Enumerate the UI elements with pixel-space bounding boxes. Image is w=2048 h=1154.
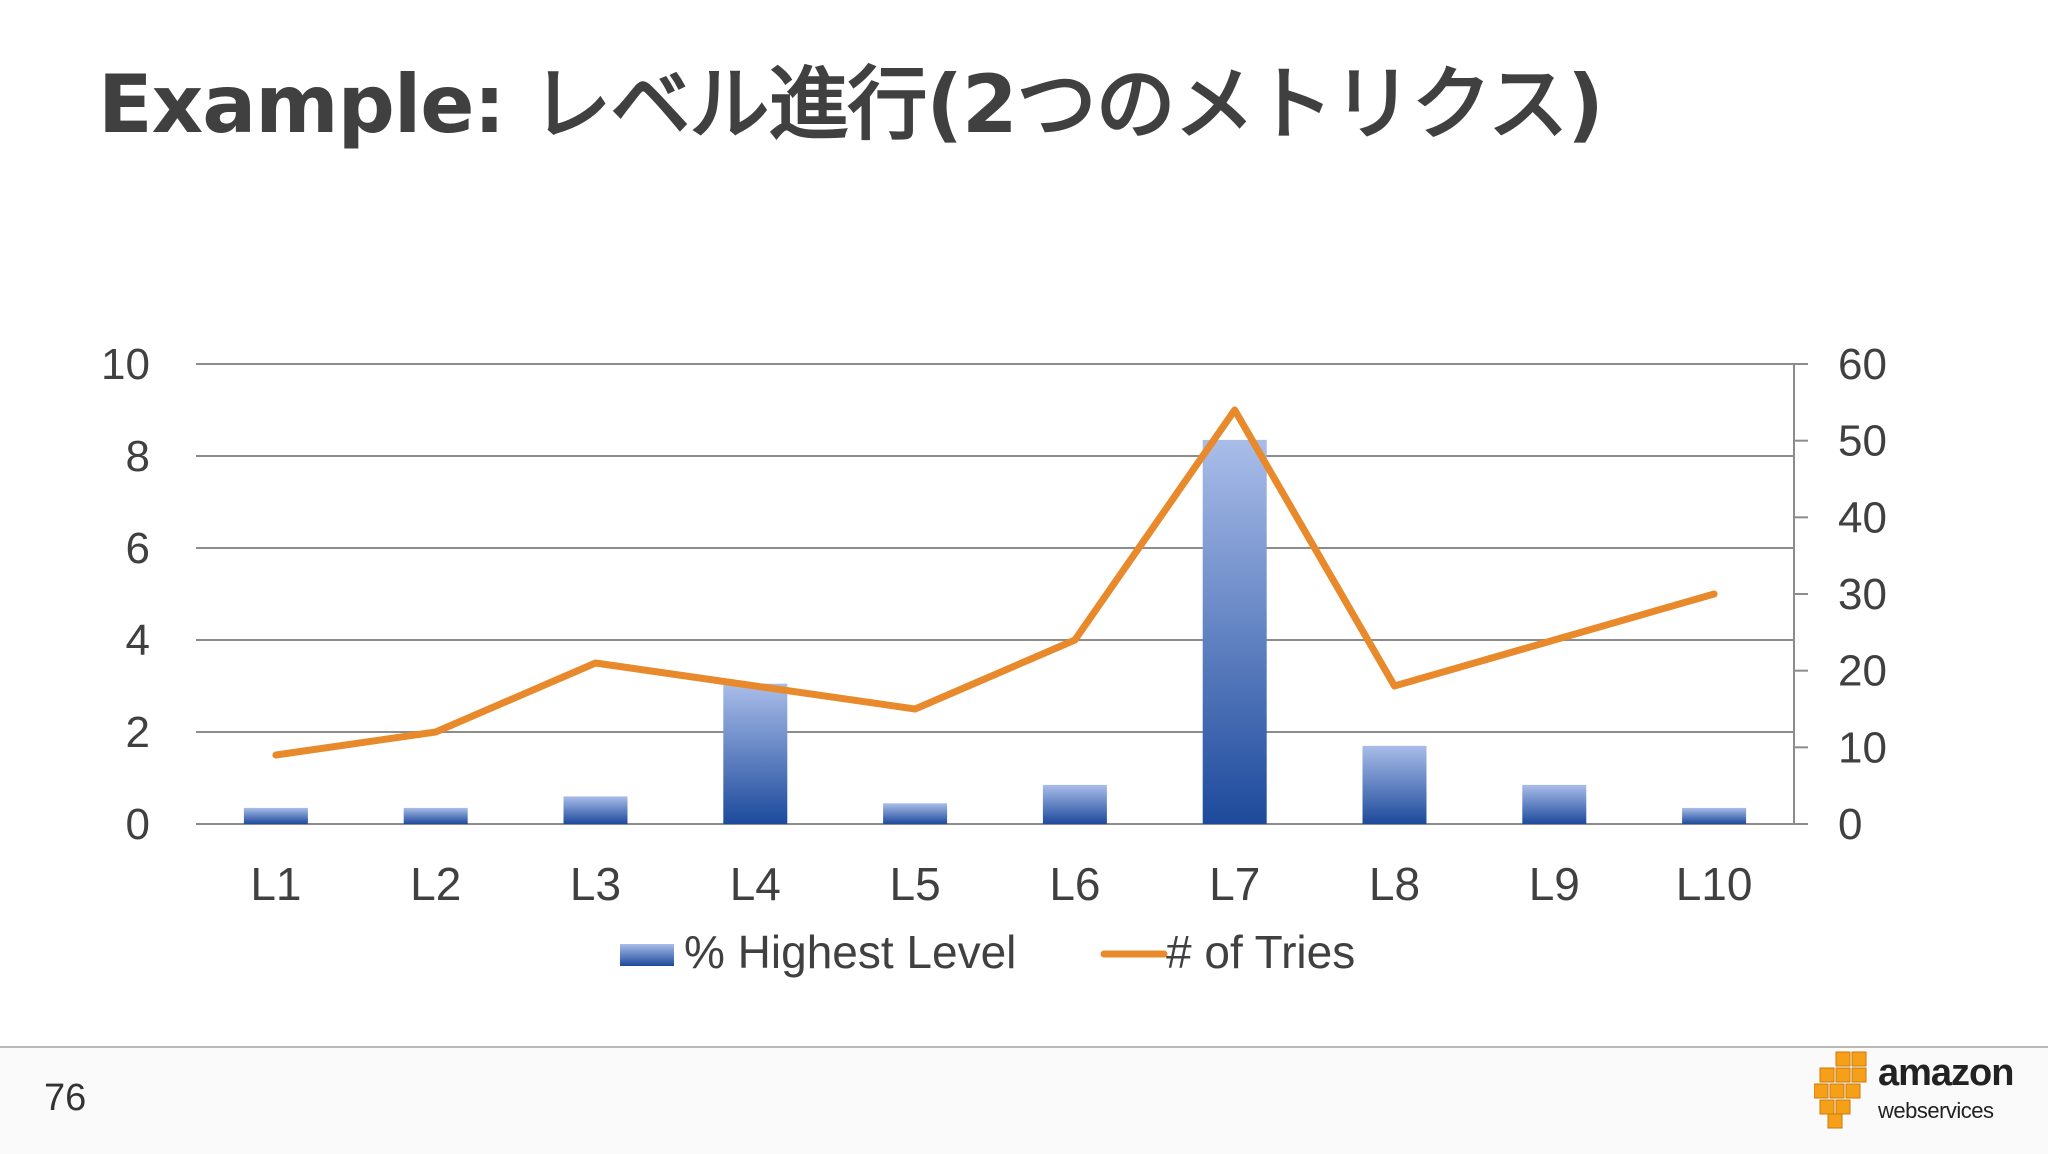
y-right-tick-label: 60: [1838, 340, 1887, 389]
legend-label-bar: % Highest Level: [684, 926, 1016, 978]
line-series: [272, 406, 1718, 759]
gridlines: [196, 363, 1794, 825]
y-right-tick-label: 0: [1838, 800, 1862, 849]
x-tick-label: L8: [1369, 858, 1420, 910]
line-point-L6: [1073, 639, 1076, 641]
line-point-L8: [1393, 685, 1396, 687]
bar-L6: [1042, 784, 1107, 824]
line-point-L1: [274, 754, 277, 756]
line-point-L9: [1553, 639, 1556, 641]
bar-L7: [1202, 439, 1267, 824]
x-tick-label: L1: [250, 858, 301, 910]
bar-L5: [883, 803, 948, 824]
bar-L4: [723, 683, 788, 824]
y-right-tick-label: 50: [1838, 417, 1887, 466]
bar-series: [243, 439, 1747, 824]
line-point-L10: [1713, 593, 1716, 595]
y-right-tick-label: 40: [1838, 493, 1887, 542]
line-point-L3: [594, 662, 597, 664]
y-left-tick-label: 10: [101, 340, 150, 389]
aws-cubes-icon: [1814, 1051, 1867, 1129]
bar-L3: [563, 796, 628, 824]
y-left-tick-label: 8: [126, 432, 150, 481]
x-tick-label: L10: [1676, 858, 1753, 910]
logo-subtitle: webservices: [1878, 1098, 1994, 1123]
bar-L1: [243, 807, 308, 824]
y-right-tick-label: 20: [1838, 647, 1887, 696]
x-tick-label: L4: [730, 858, 781, 910]
line-tries: [272, 406, 1718, 759]
y-left-tick-label: 0: [126, 800, 150, 849]
y-right-tick-label: 30: [1838, 570, 1887, 619]
bar-L9: [1522, 784, 1587, 824]
aws-logo: amazon webservices: [1814, 1048, 2020, 1132]
bar-L10: [1682, 807, 1747, 824]
x-tick-label: L7: [1209, 858, 1260, 910]
legend: % Highest Level # of Tries: [620, 926, 1355, 978]
line-point-L2: [434, 731, 437, 733]
page-title: Example: レベル進行(2つのメトリクス): [98, 58, 1604, 151]
x-tick-label: L6: [1049, 858, 1100, 910]
line-point-L4: [754, 685, 757, 687]
y-right-tick-label: 10: [1838, 723, 1887, 772]
footer: [0, 1046, 2048, 1154]
legend-bar-swatch: [620, 944, 674, 966]
y-left-tick-label: 4: [126, 616, 150, 665]
line-point-L7: [1233, 409, 1236, 411]
bar-L8: [1362, 745, 1427, 824]
bar-L2: [403, 807, 468, 824]
combo-chart: 0 2 4 6 8 10 0 10 20 30 40 50 60 L1 L2 L3 L4 L5 L6 L7 L8 L9 L1…: [101, 340, 1887, 978]
page-number: 76: [44, 1077, 87, 1119]
y-left-tick-label: 2: [126, 708, 150, 757]
x-tick-label: L2: [410, 858, 461, 910]
line-point-L5: [914, 708, 917, 710]
logo-wordmark: amazon: [1878, 1052, 2014, 1094]
x-tick-label: L3: [570, 858, 621, 910]
legend-label-line: # of Tries: [1166, 926, 1355, 978]
x-tick-label: L9: [1529, 858, 1580, 910]
x-tick-label: L5: [890, 858, 941, 910]
y-left-tick-label: 6: [126, 524, 150, 573]
axes: 0 2 4 6 8 10 0 10 20 30 40 50 60 L1 L2 L3 L4 L5 L6 L7 L8 L9 L1…: [101, 340, 1887, 910]
